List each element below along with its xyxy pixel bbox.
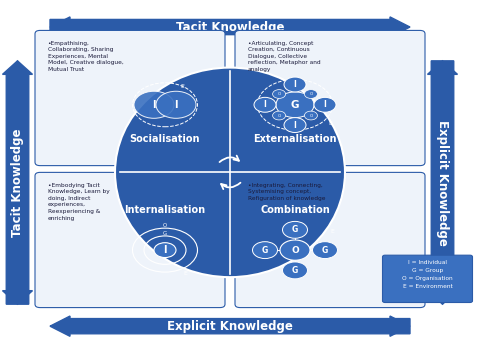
Circle shape — [284, 77, 306, 92]
Text: I: I — [294, 80, 296, 89]
Text: G: G — [262, 246, 268, 255]
Circle shape — [254, 97, 276, 112]
Text: I: I — [294, 121, 296, 129]
Circle shape — [282, 221, 308, 238]
Text: I = Individual
G = Group
O = Organisation
E = Environment: I = Individual G = Group O = Organisatio… — [402, 260, 453, 289]
Text: Internalisation: Internalisation — [124, 204, 206, 215]
FancyArrow shape — [428, 61, 458, 304]
Text: I: I — [163, 245, 167, 255]
Text: •Empathising,
Collaborating, Sharing
Experiences, Mental
Model, Creative dialogu: •Empathising, Collaborating, Sharing Exp… — [48, 41, 123, 72]
Text: O: O — [278, 92, 280, 96]
Text: O: O — [163, 223, 167, 228]
Circle shape — [282, 262, 308, 279]
FancyArrow shape — [50, 316, 410, 336]
Circle shape — [272, 111, 285, 120]
FancyBboxPatch shape — [382, 255, 472, 303]
Text: E: E — [183, 271, 187, 275]
FancyArrowPatch shape — [220, 155, 239, 162]
FancyArrow shape — [50, 17, 410, 37]
Text: E: E — [330, 229, 334, 234]
Text: G: G — [322, 246, 328, 255]
Text: G: G — [292, 266, 298, 275]
Text: I: I — [324, 100, 326, 109]
FancyBboxPatch shape — [35, 30, 225, 166]
FancyBboxPatch shape — [235, 172, 425, 308]
Circle shape — [156, 91, 196, 118]
Circle shape — [154, 243, 176, 258]
FancyArrow shape — [2, 61, 32, 304]
Text: O: O — [310, 114, 312, 118]
Circle shape — [312, 242, 338, 259]
Circle shape — [280, 240, 310, 260]
Text: Tacit Knowledge: Tacit Knowledge — [176, 21, 284, 33]
Text: G: G — [163, 231, 167, 236]
FancyBboxPatch shape — [235, 30, 425, 166]
Text: Explicit Knowledge: Explicit Knowledge — [167, 320, 293, 333]
Text: •Articulating, Concept
Creation, Continuous
Dialogue, Collective
reflection, Met: •Articulating, Concept Creation, Continu… — [248, 41, 320, 72]
FancyArrow shape — [2, 61, 32, 304]
Text: G: G — [292, 225, 298, 234]
Text: O: O — [310, 92, 312, 96]
Text: Socialisation: Socialisation — [130, 134, 200, 144]
Text: Combination: Combination — [260, 204, 330, 215]
Circle shape — [252, 242, 278, 259]
Text: E: E — [328, 121, 332, 126]
Circle shape — [314, 97, 336, 112]
Ellipse shape — [115, 68, 345, 277]
FancyArrow shape — [50, 17, 410, 37]
Circle shape — [304, 90, 318, 98]
FancyArrow shape — [428, 61, 458, 304]
Text: I: I — [264, 100, 266, 109]
Text: G: G — [291, 100, 299, 110]
Text: I: I — [174, 100, 178, 110]
FancyArrow shape — [50, 316, 410, 336]
Circle shape — [304, 111, 318, 120]
Text: Tacit Knowledge: Tacit Knowledge — [11, 128, 24, 237]
FancyBboxPatch shape — [35, 172, 225, 308]
Text: Externalisation: Externalisation — [254, 134, 337, 144]
Circle shape — [284, 118, 306, 132]
Text: •Embodying Tacit
Knowledge, Learn by
doing, Indirect
experiences,
Reexperiencing: •Embodying Tacit Knowledge, Learn by doi… — [48, 183, 109, 220]
Text: O: O — [278, 114, 280, 118]
Circle shape — [272, 90, 285, 98]
Text: I: I — [152, 100, 156, 110]
Text: E: E — [180, 84, 184, 89]
Text: O: O — [291, 246, 299, 255]
Text: Explicit Knowledge: Explicit Knowledge — [436, 120, 449, 245]
FancyArrowPatch shape — [221, 183, 240, 189]
Circle shape — [134, 91, 174, 118]
Circle shape — [276, 92, 314, 118]
Text: •Integrating, Connecting,
Systemising concept,
Refiguration of knowledge: •Integrating, Connecting, Systemising co… — [248, 183, 325, 201]
